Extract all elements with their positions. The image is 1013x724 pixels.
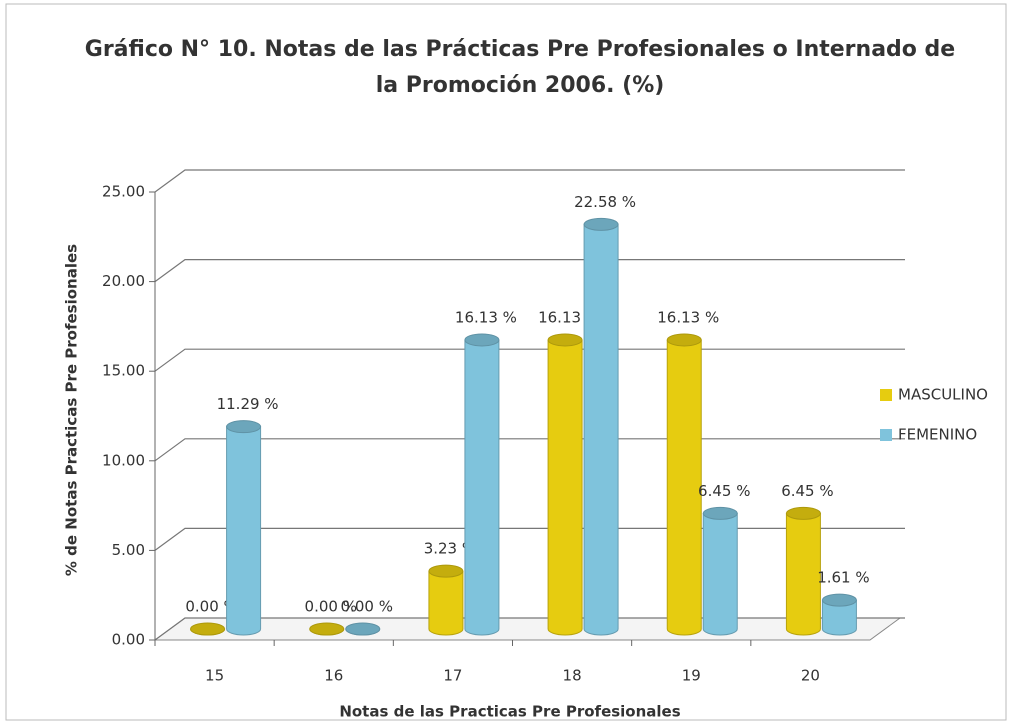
- chart-title: la Promoción 2006. (%): [376, 73, 665, 98]
- data-label: 16.13 %: [657, 308, 719, 326]
- legend-swatch: [880, 389, 892, 401]
- grid-line: [154, 527, 905, 551]
- bar-top: [190, 622, 226, 636]
- data-label: 6.45 %: [781, 482, 833, 500]
- data-label: 1.61 %: [817, 569, 869, 587]
- grid-line: [154, 438, 905, 462]
- y-tick-label: 20.00: [102, 272, 145, 290]
- x-tick-label: 19: [682, 667, 701, 685]
- bar: [428, 570, 464, 636]
- y-tick-label: 25.00: [102, 183, 145, 201]
- bar: [583, 223, 619, 636]
- x-tick-label: 18: [563, 667, 582, 685]
- bar: [226, 426, 262, 636]
- bar-top: [226, 420, 262, 434]
- bar-top: [547, 333, 583, 347]
- bar-top: [666, 333, 702, 347]
- chart-title: Gráfico N° 10. Notas de las Prácticas Pr…: [85, 37, 955, 62]
- bar: [464, 339, 500, 636]
- grid-line: [154, 169, 905, 193]
- bar-top: [309, 622, 345, 636]
- x-tick-label: 16: [324, 667, 343, 685]
- y-tick-label: 0.00: [112, 631, 145, 649]
- bar-top: [821, 593, 857, 607]
- data-label: 6.45 %: [698, 482, 750, 500]
- bar-top: [428, 564, 464, 578]
- y-tick-label: 10.00: [102, 451, 145, 469]
- y-tick-label: 5.00: [112, 541, 145, 559]
- bar-top: [583, 217, 619, 231]
- data-label: 0.00 %: [341, 598, 393, 616]
- legend-swatch: [880, 429, 892, 441]
- x-tick-label: 17: [443, 667, 462, 685]
- x-tick-label: 15: [205, 667, 224, 685]
- bar-top: [345, 622, 381, 636]
- bar-top: [464, 333, 500, 347]
- data-label: 16.13 %: [455, 308, 517, 326]
- bar: [666, 339, 702, 636]
- data-label: 11.29 %: [217, 395, 279, 413]
- legend-label: MASCULINO: [898, 386, 988, 404]
- bar: [702, 512, 738, 636]
- data-label: 0.00 %: [305, 598, 357, 616]
- bar: [547, 339, 583, 636]
- data-label: 3.23 %: [424, 540, 476, 558]
- bar: [821, 599, 857, 636]
- legend-label: FEMENINO: [898, 426, 977, 444]
- grid-line: [154, 348, 905, 372]
- grid-line: [154, 259, 905, 283]
- y-tick-label: 15.00: [102, 362, 145, 380]
- x-axis-title: Notas de las Practicas Pre Profesionales: [339, 703, 680, 721]
- bar: [785, 512, 821, 636]
- y-axis-title: % de Notas Practicas Pre Profesionales: [63, 244, 81, 576]
- x-tick-label: 20: [801, 667, 820, 685]
- bar-top: [702, 506, 738, 520]
- data-label: 22.58 %: [574, 193, 636, 211]
- bar-top: [785, 506, 821, 520]
- grid-line: [154, 617, 905, 641]
- data-label: 0.00 %: [185, 598, 237, 616]
